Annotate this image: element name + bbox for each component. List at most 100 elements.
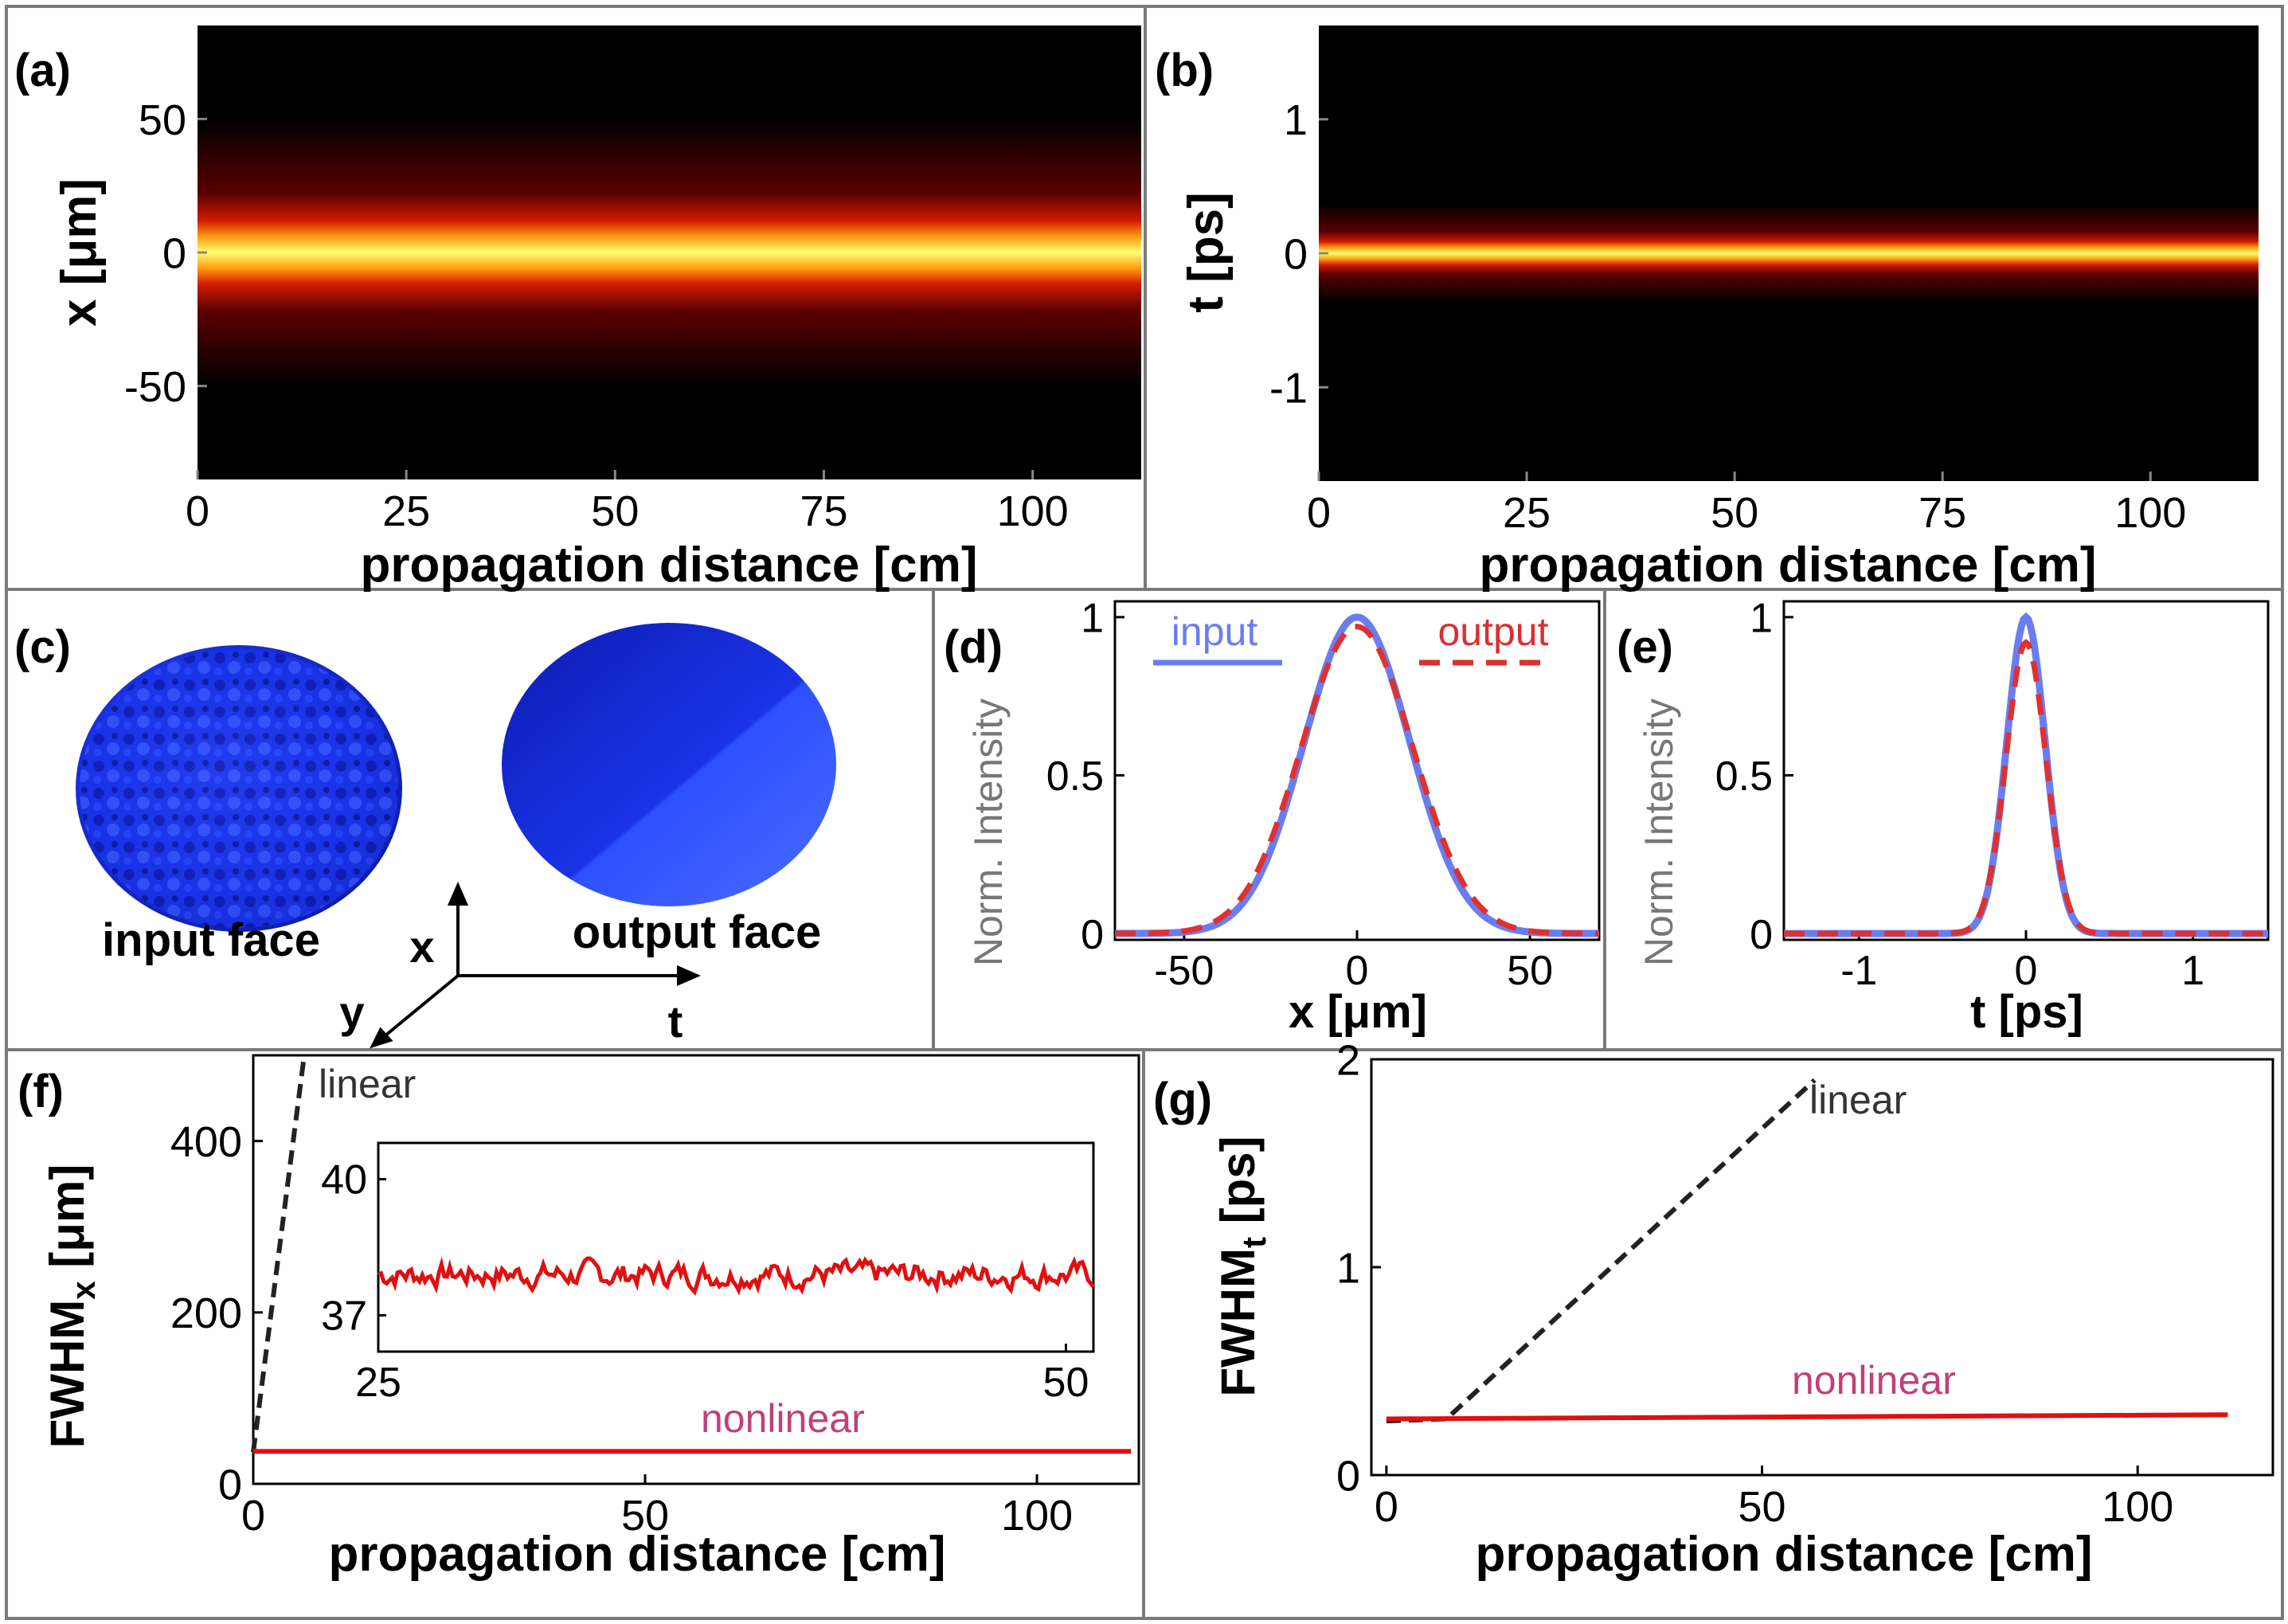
ytick-label: 0	[1081, 912, 1104, 958]
ytick-label: 0	[1336, 1452, 1360, 1500]
panel-frames	[5, 5, 2284, 1620]
panel-g-nonlinear-label: nonlinear	[1792, 1358, 1956, 1403]
input-face-texture	[80, 649, 398, 928]
panel-g-xlabel: propagation distance [cm]	[1475, 1527, 2092, 1582]
panel-a-xlabel: propagation distance [cm]	[360, 538, 977, 593]
panel-f-frame	[252, 1054, 1140, 1485]
ytick-label: 0	[218, 1461, 242, 1509]
xtick-label: 0	[241, 1492, 265, 1540]
ytick-label: 200	[170, 1289, 242, 1337]
ytick-label: 1	[1750, 596, 1773, 642]
series-linear-line	[251, 1055, 307, 1453]
panel-g-ticks: 0 50 100 0 1 2	[1336, 1036, 2173, 1531]
axis-triad	[370, 881, 702, 1049]
panel-b-ylabel: t [ps]	[1179, 192, 1234, 313]
panel-f-inset-frame	[377, 1141, 1095, 1353]
xtick-label: 0	[1346, 948, 1369, 994]
ytick-label: 0	[162, 229, 186, 277]
input-face-label: input face	[102, 914, 320, 966]
panel-b-xlabel: propagation distance [cm]	[1479, 538, 2096, 593]
ytick-label: 2	[1336, 1036, 1360, 1084]
ytick-label: -50	[124, 363, 186, 411]
inset-ytick-label: 40	[321, 1157, 367, 1203]
xtick-label: 50	[1507, 948, 1553, 994]
ytick-label: -1	[1269, 365, 1308, 413]
xtick-label: 0	[1307, 489, 1331, 537]
panel-e-tag: (e)	[1617, 621, 1673, 673]
series-linear-line	[1386, 1078, 1817, 1424]
panel-f-nonlinear-label: nonlinear	[701, 1396, 865, 1441]
xtick-label: 0	[186, 487, 209, 535]
xtick-label: 0	[2015, 948, 2038, 994]
panel-f-curves	[251, 1055, 1132, 1454]
xtick-label: 100	[2102, 1483, 2173, 1531]
ytick-label: 50	[139, 96, 186, 144]
xtick-label: 100	[1001, 1492, 1073, 1540]
panel-f-xlabel: propagation distance [cm]	[328, 1527, 945, 1582]
xtick-label: 50	[591, 487, 639, 535]
xtick-label: 100	[997, 487, 1069, 535]
xtick-label: 1	[2181, 948, 2204, 994]
axis-label-t: t	[668, 996, 683, 1047]
panel-a-tag: (a)	[14, 45, 71, 96]
xtick-label: 100	[2114, 489, 2186, 537]
panel-e-frame	[1782, 600, 2270, 941]
axis-label-x: x	[409, 922, 434, 972]
panel-f-tag: (f)	[18, 1066, 64, 1117]
xtick-label: 75	[800, 487, 847, 535]
xtick-label: 25	[1503, 489, 1551, 537]
panel-f-inset: 25 50 37 40	[321, 1157, 1095, 1406]
xtick-label: 50	[621, 1492, 669, 1540]
output-face-surface	[502, 623, 836, 906]
ytick-label: 0.5	[1715, 753, 1773, 800]
legend-input-label: input	[1171, 609, 1258, 654]
panel-e-xlabel: t [ps]	[1970, 986, 2083, 1038]
panel-g-curves	[1386, 1078, 2228, 1424]
xtick-label: 75	[1918, 489, 1966, 537]
panel-a-ticks: 0 25 50 75 100 50 0 -50	[124, 96, 1069, 535]
panel-d-xlabel: x [μm]	[1289, 986, 1427, 1038]
panel-f-ylabel: FWHMx [μm]	[41, 1164, 102, 1449]
series-input-line	[1784, 612, 2268, 937]
axis-label-y: y	[339, 987, 364, 1037]
panel-g-linear-label: linear	[1809, 1078, 1907, 1122]
panel-a-beam	[198, 119, 1141, 386]
series-output-line	[1784, 639, 2268, 937]
xtick-label: 25	[382, 487, 430, 535]
xtick-label: 0	[1375, 1483, 1398, 1531]
ytick-label: 1	[1081, 596, 1104, 642]
ytick-label: 400	[170, 1118, 242, 1166]
panel-e-ticks: -1 0 1 0 0.5 1	[1715, 596, 2204, 994]
output-face-label: output face	[573, 906, 822, 958]
inset-xtick-label: 50	[1043, 1360, 1089, 1406]
xtick-label: -1	[1840, 948, 1877, 994]
panel-a-ylabel: x [μm]	[52, 178, 107, 327]
series-nonlinear-line	[1386, 1412, 2228, 1422]
panel-d-curves	[1115, 613, 1599, 937]
panel-f-ticks: 0 50 100 0 200 400	[170, 1118, 1073, 1540]
xtick-label: 50	[1738, 1483, 1785, 1531]
xtick-label: -50	[1154, 948, 1214, 994]
panel-b-tag: (b)	[1155, 45, 1214, 96]
panel-e-curves	[1784, 612, 2268, 937]
panel-d-ylabel: Norm. Intensity	[966, 699, 1011, 966]
panel-g-tag: (g)	[1153, 1074, 1212, 1125]
inset-nonlinear-line	[377, 1256, 1095, 1297]
panel-d: (d) -50 0 50 0 0.5 1 input output x [μm] Norm…	[944, 596, 1601, 1038]
series-output-line	[1115, 624, 1599, 937]
panel-d-ticks: -50 0 50 0 0.5 1	[1046, 596, 1553, 994]
panel-c: (c) input face output face x y t	[14, 621, 836, 1049]
panel-g: (g) 0 50 100 0 1 2 linear nonlinear propagati…	[1153, 1036, 2274, 1582]
panel-d-tag: (d)	[944, 621, 1003, 673]
panel-e: (e) -1 0 1 0 0.5 1 t [ps] Norm. Intensity	[1617, 596, 2270, 1038]
panel-b: (b) 0 25 50 75 100 1 0 -1 propagation distance …	[1155, 25, 2259, 593]
ytick-label: 0	[1750, 912, 1773, 958]
panel-b-ticks: 0 25 50 75 100 1 0 -1	[1269, 96, 2186, 537]
panel-e-ylabel: Norm. Intensity	[1637, 699, 1681, 966]
inset-ytick-label: 37	[321, 1293, 367, 1339]
ytick-label: 0	[1284, 230, 1308, 278]
legend-output-label: output	[1437, 609, 1548, 654]
panel-f: (f) 0 50 100 0 200 400 linear nonlinear 25 50 3…	[18, 1054, 1140, 1582]
panel-c-tag: (c)	[14, 621, 71, 673]
